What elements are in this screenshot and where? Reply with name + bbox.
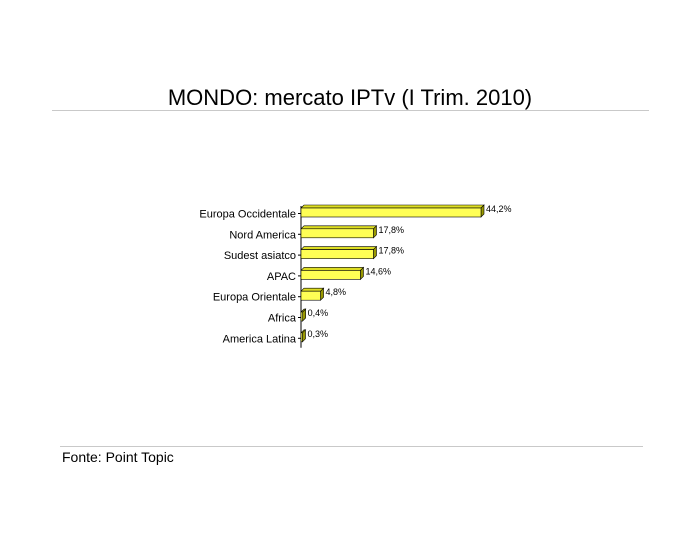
bar <box>300 270 361 280</box>
bar <box>300 332 303 343</box>
value-label: 4,8% <box>326 287 347 297</box>
value-label: 0,4% <box>308 308 329 318</box>
bar <box>300 249 374 259</box>
value-label: 14,6% <box>365 266 391 276</box>
category-label: Europa Occidentale <box>199 209 296 221</box>
bar-top-face <box>300 287 325 292</box>
value-label: 44,2% <box>486 204 512 214</box>
category-label: Nord America <box>229 229 297 241</box>
bar <box>300 311 303 322</box>
value-label: 17,8% <box>378 246 404 256</box>
category-label: Sudest asiatco <box>224 250 296 262</box>
value-label: 17,8% <box>378 225 404 235</box>
bar-top-face <box>300 246 378 250</box>
bar <box>300 228 374 239</box>
bar-top-face <box>300 204 485 209</box>
title-divider <box>52 110 649 111</box>
category-label: Africa <box>268 313 297 325</box>
page-title: MONDO: mercato IPTv (I Trim. 2010) <box>167 85 533 110</box>
category-label: Europa Orientale <box>213 292 296 304</box>
bar <box>300 207 482 218</box>
bar-top-face <box>300 267 365 271</box>
category-label: America Latina <box>223 333 297 345</box>
value-label: 0,3% <box>308 329 329 339</box>
bar-top-face <box>300 225 378 230</box>
source-note: Fonte: Point Topic <box>62 449 174 465</box>
category-label: APAC <box>267 271 296 283</box>
footer-divider <box>60 446 643 447</box>
bar <box>300 290 321 301</box>
